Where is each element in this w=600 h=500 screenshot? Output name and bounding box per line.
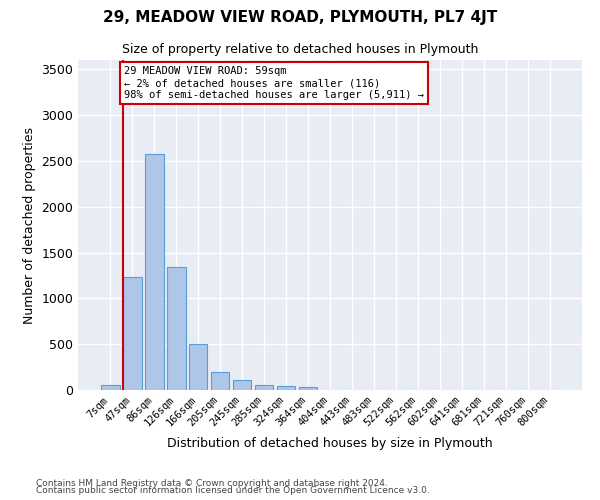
Bar bbox=[299, 387, 317, 390]
Bar bbox=[101, 385, 119, 390]
Y-axis label: Number of detached properties: Number of detached properties bbox=[23, 126, 36, 324]
Text: 29 MEADOW VIEW ROAD: 59sqm
← 2% of detached houses are smaller (116)
98% of semi: 29 MEADOW VIEW ROAD: 59sqm ← 2% of detac… bbox=[124, 66, 424, 100]
Text: Contains HM Land Registry data © Crown copyright and database right 2024.: Contains HM Land Registry data © Crown c… bbox=[36, 478, 388, 488]
Bar bbox=[145, 154, 164, 390]
Text: Contains public sector information licensed under the Open Government Licence v3: Contains public sector information licen… bbox=[36, 486, 430, 495]
Text: 29, MEADOW VIEW ROAD, PLYMOUTH, PL7 4JT: 29, MEADOW VIEW ROAD, PLYMOUTH, PL7 4JT bbox=[103, 10, 497, 25]
Bar bbox=[123, 277, 142, 390]
Bar bbox=[233, 380, 251, 390]
X-axis label: Distribution of detached houses by size in Plymouth: Distribution of detached houses by size … bbox=[167, 437, 493, 450]
Bar bbox=[277, 386, 295, 390]
Bar bbox=[211, 372, 229, 390]
Bar bbox=[189, 344, 208, 390]
Text: Size of property relative to detached houses in Plymouth: Size of property relative to detached ho… bbox=[122, 42, 478, 56]
Bar bbox=[255, 386, 274, 390]
Bar bbox=[167, 267, 185, 390]
